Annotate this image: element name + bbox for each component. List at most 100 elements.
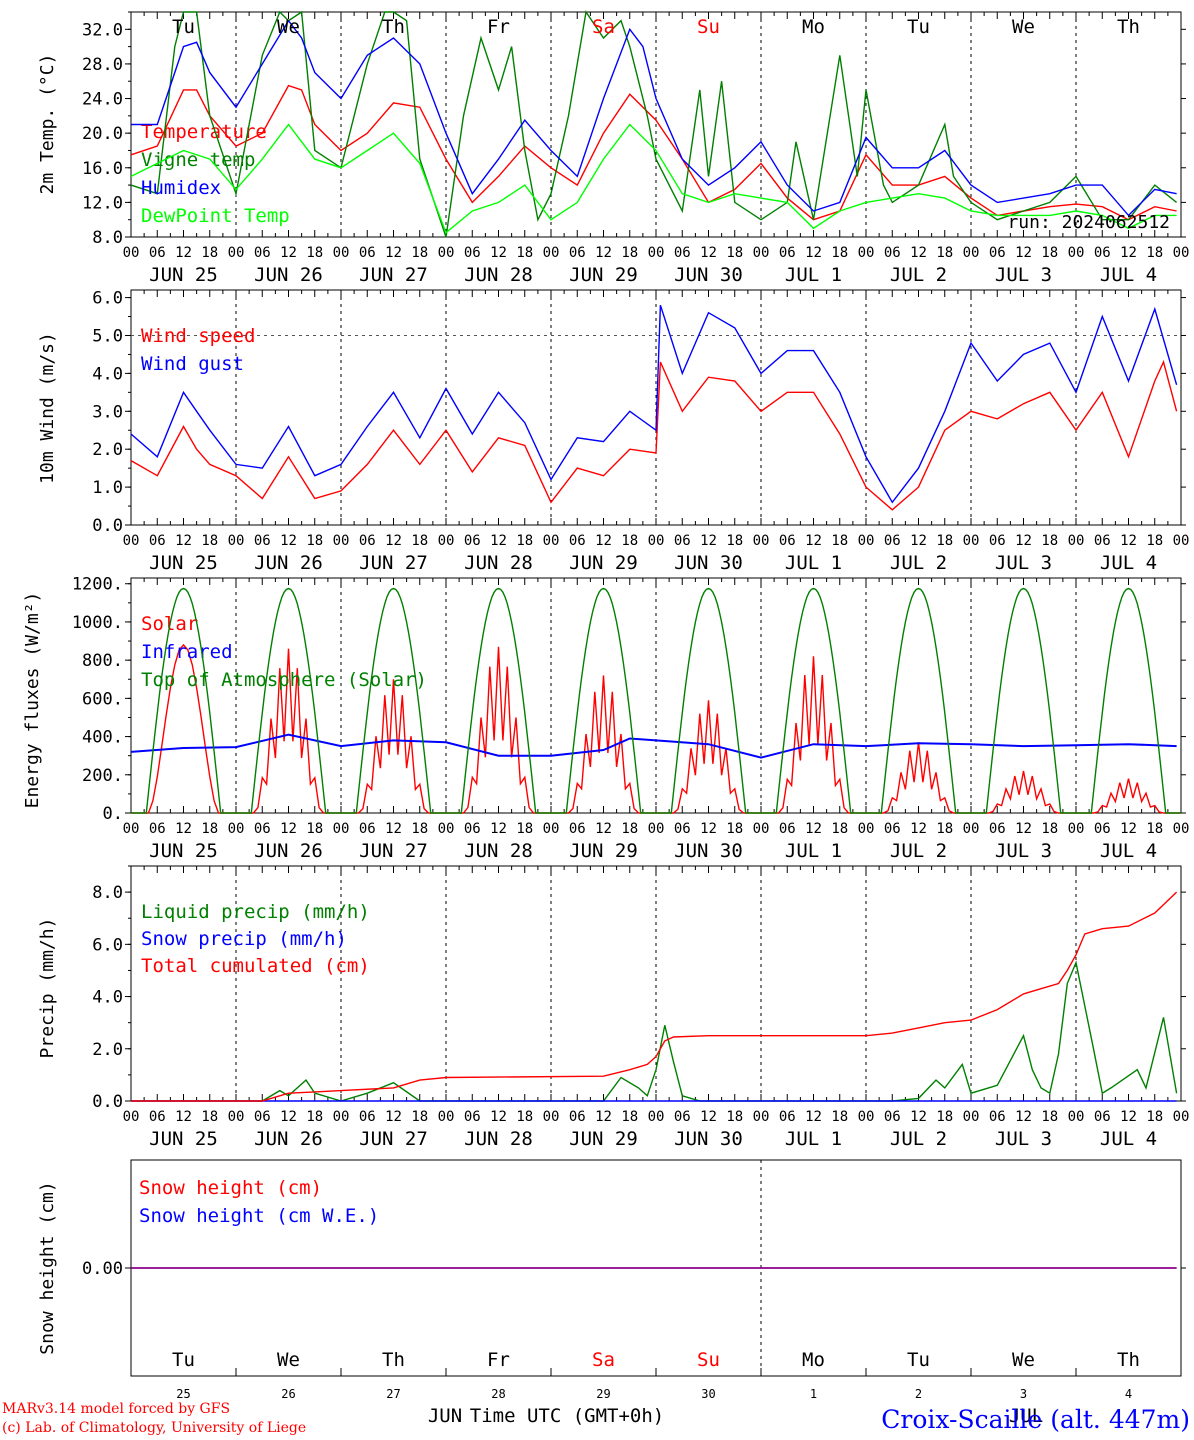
y-axis-label: Snow height (cm) [37, 1181, 58, 1354]
x-hour-label: 18 [936, 533, 953, 549]
day-name-label: We [1012, 16, 1035, 38]
x-hour-label: 06 [359, 533, 376, 549]
x-hour-label: 06 [149, 245, 166, 261]
y-tick-label: 28.0 [82, 55, 123, 75]
y-tick-label: 6.0 [92, 935, 123, 955]
day-number-label: 27 [386, 1387, 400, 1401]
y-tick-label: 0. [103, 804, 123, 824]
x-hour-label: 00 [753, 821, 770, 837]
y-tick-label: 1.0 [92, 478, 123, 498]
x-hour-label: 12 [385, 821, 402, 837]
x-hour-label: 06 [884, 1109, 901, 1125]
x-hour-label: 06 [884, 821, 901, 837]
day-number-label: 2 [915, 1387, 922, 1401]
x-hour-label: 00 [963, 821, 980, 837]
day-name-label: Th [382, 16, 405, 38]
x-hour-label: 00 [543, 533, 560, 549]
x-hour-label: 18 [831, 245, 848, 261]
x-hour-label: 00 [123, 533, 140, 549]
y-tick-label: 24.0 [82, 90, 123, 110]
x-date-label: JUL 3 [995, 264, 1052, 286]
day-number-label: 28 [491, 1387, 505, 1401]
x-hour-label: 06 [674, 821, 691, 837]
x-date-label: JUN 26 [254, 840, 323, 862]
legend-entry: Liquid precip (mm/h) [141, 901, 370, 923]
legend-entry: Total cumulated (cm) [141, 955, 370, 977]
x-hour-label: 00 [123, 245, 140, 261]
x-hour-label: 06 [149, 533, 166, 549]
x-hour-label: 18 [726, 533, 743, 549]
y-tick-label: 1000. [72, 613, 123, 633]
legend-entry: Wind gust [141, 353, 244, 375]
x-hour-label: 12 [1120, 533, 1137, 549]
x-hour-label: 12 [805, 533, 822, 549]
x-hour-label: 12 [700, 1109, 717, 1125]
x-hour-label: 06 [1094, 533, 1111, 549]
x-hour-label: 18 [831, 533, 848, 549]
x-hour-label: 12 [700, 821, 717, 837]
x-hour-label: 00 [228, 245, 245, 261]
x-hour-label: 00 [228, 533, 245, 549]
day-number-label: 4 [1125, 1387, 1132, 1401]
x-hour-label: 12 [595, 245, 612, 261]
x-hour-label: 06 [464, 533, 481, 549]
run-annotation: run: 2024062512 [1007, 212, 1170, 233]
x-hour-label: 06 [464, 1109, 481, 1125]
x-hour-label: 18 [621, 245, 638, 261]
x-hour-label: 00 [858, 1109, 875, 1125]
x-hour-label: 00 [438, 1109, 455, 1125]
x-hour-label: 06 [254, 245, 271, 261]
series-line-total-cumulated-cm- [131, 891, 1178, 1102]
day-name-label: We [277, 16, 300, 38]
x-date-label: JUN 28 [464, 552, 533, 574]
x-hour-label: 00 [1068, 1109, 1085, 1125]
x-hour-label: 06 [359, 821, 376, 837]
x-hour-label: 18 [516, 533, 533, 549]
x-date-label: JUN 27 [359, 1128, 428, 1150]
y-tick-label: 0.0 [92, 516, 123, 536]
x-hour-label: 00 [1068, 533, 1085, 549]
legend-entry: Vigne temp [141, 149, 255, 171]
y-tick-label: 1200. [72, 575, 123, 595]
x-axis-title: Time UTC (GMT+0h) [470, 1405, 664, 1427]
x-hour-label: 18 [516, 821, 533, 837]
x-date-label: JUN 30 [674, 1128, 743, 1150]
y-tick-label: 8.0 [92, 228, 123, 248]
x-date-label: JUL 3 [995, 840, 1052, 862]
day-name-label: We [277, 1349, 300, 1371]
y-axis-label: 10m Wind (m/s) [37, 332, 58, 484]
x-hour-label: 18 [1041, 1109, 1058, 1125]
x-date-label: JUN 30 [674, 552, 743, 574]
x-hour-label: 12 [1120, 821, 1137, 837]
x-hour-label: 06 [989, 821, 1006, 837]
x-hour-label: 00 [123, 821, 140, 837]
x-date-label: JUL 2 [890, 840, 947, 862]
x-hour-label: 18 [201, 821, 218, 837]
day-name-label: We [1012, 1349, 1035, 1371]
day-name-label: Th [1117, 16, 1140, 38]
legend-entry: Humidex [141, 177, 221, 199]
x-hour-label: 06 [674, 533, 691, 549]
y-tick-label: 800. [82, 651, 123, 671]
x-hour-label: 00 [1068, 245, 1085, 261]
day-name-label: Th [1117, 1349, 1140, 1371]
day-name-label: Fr [487, 1349, 510, 1371]
x-hour-label: 00 [858, 245, 875, 261]
x-hour-label: 18 [411, 533, 428, 549]
x-hour-label: 18 [1146, 533, 1163, 549]
x-date-label: JUN 26 [254, 1128, 323, 1150]
day-name-label: Fr [487, 16, 510, 38]
x-hour-label: 06 [569, 1109, 586, 1125]
x-date-label: JUN 25 [149, 552, 218, 574]
y-tick-label: 8.0 [92, 883, 123, 903]
series-line-liquid-precip-mm-h- [131, 960, 1178, 1102]
y-tick-label: 4.0 [92, 988, 123, 1008]
series-line-temperature [130, 84, 1177, 221]
day-number-label: 3 [1020, 1387, 1027, 1401]
x-hour-label: 12 [910, 821, 927, 837]
x-hour-label: 06 [149, 821, 166, 837]
x-hour-label: 12 [1015, 1109, 1032, 1125]
x-date-label: JUN 25 [149, 1128, 218, 1150]
x-hour-label: 06 [884, 245, 901, 261]
x-hour-label: 12 [490, 533, 507, 549]
